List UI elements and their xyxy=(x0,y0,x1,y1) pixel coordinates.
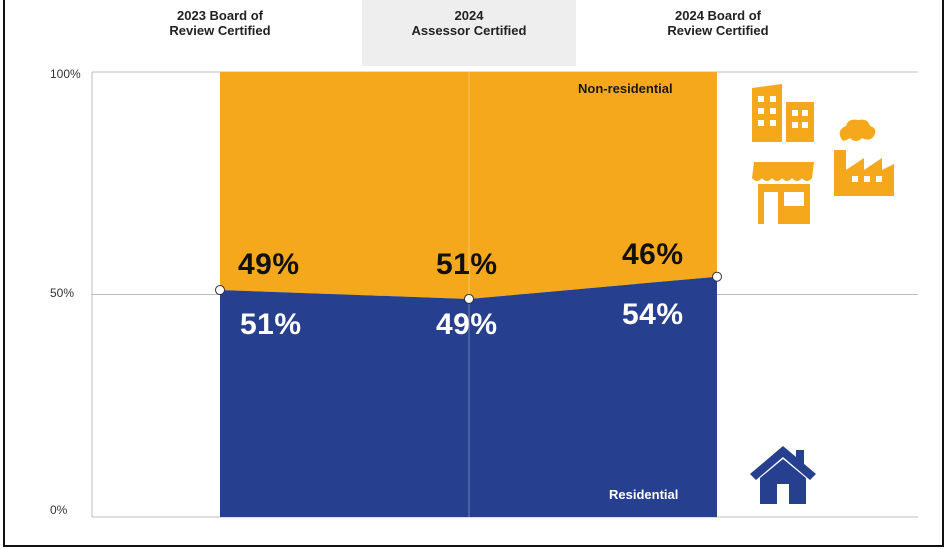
non-residential-value-2023: 49% xyxy=(238,248,300,281)
residential-value-2024-assessor: 49% xyxy=(436,308,498,341)
residential-series-label: Residential xyxy=(609,487,679,502)
y-tick-label-100: 100% xyxy=(50,67,81,81)
boundary-point-1 xyxy=(464,293,474,304)
column-header-2024-bor: 2024 Board of Review Certified xyxy=(618,8,818,38)
non-residential-value-2024-bor: 46% xyxy=(622,238,684,271)
column-header-line: 2023 Board of xyxy=(177,8,263,23)
residential-value-2023: 51% xyxy=(240,308,302,341)
column-header-line: 2024 xyxy=(454,8,484,23)
highlighted-column-header-bg xyxy=(362,0,576,66)
boundary-point-2 xyxy=(712,271,722,282)
chart-frame xyxy=(3,0,944,547)
column-header-line: 2024 Board of xyxy=(675,8,761,23)
column-header-line: Review Certified xyxy=(169,23,271,38)
factory-icon xyxy=(834,119,894,196)
column-header-line: Review Certified xyxy=(667,23,769,38)
house-icon xyxy=(750,446,816,504)
column-header-2023-bor: 2023 Board of Review Certified xyxy=(120,8,320,38)
non-residential-value-2024-assessor: 51% xyxy=(436,248,498,281)
non-residential-area xyxy=(220,72,717,299)
storefront-icon xyxy=(752,162,814,224)
boundary-point-0 xyxy=(215,285,225,296)
residential-area xyxy=(220,276,717,517)
office-building-icon xyxy=(752,84,814,142)
column-header-line: Assessor Certified xyxy=(411,23,527,38)
y-tick-label-0: 0% xyxy=(50,503,68,517)
boundary-points xyxy=(215,271,722,304)
residential-value-2024-bor: 54% xyxy=(622,298,684,331)
y-tick-label-50: 50% xyxy=(50,286,75,300)
non-residential-series-label: Non-residential xyxy=(578,81,673,96)
column-header-2024-assessor: 2024 Assessor Certified xyxy=(369,8,569,38)
